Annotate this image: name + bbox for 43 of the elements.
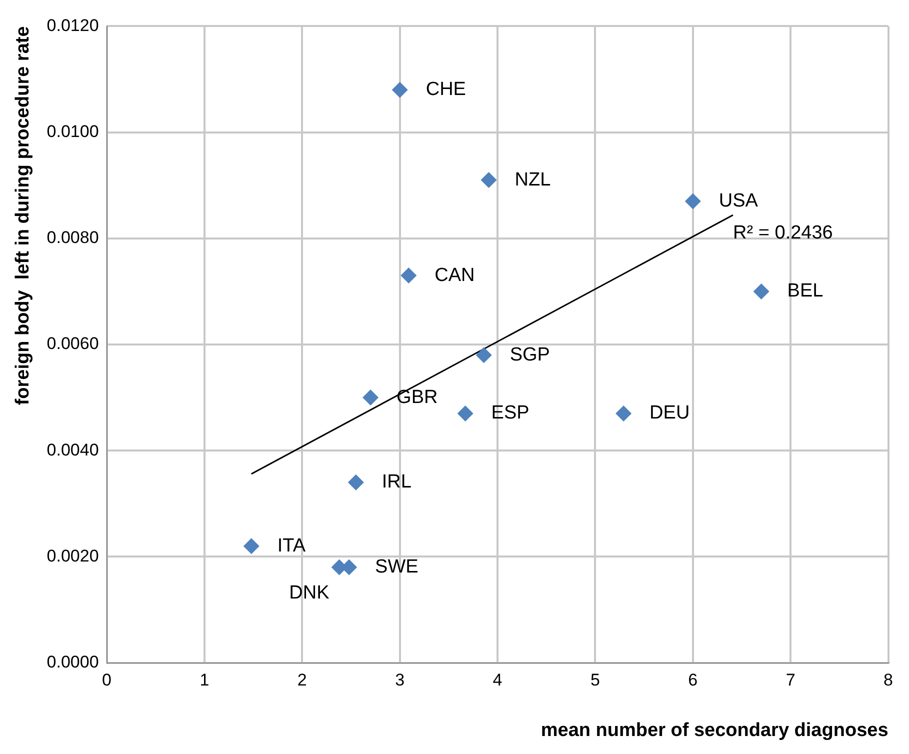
- point: [684, 193, 701, 210]
- annotation: SWE: [375, 556, 418, 578]
- point: [457, 405, 474, 422]
- annotation: GBR: [396, 386, 438, 408]
- annotation: R² = 0.2436: [733, 222, 833, 244]
- annotation: DEU: [650, 402, 690, 424]
- x-tick-label: 0: [102, 670, 112, 690]
- point: [476, 347, 492, 364]
- annotation: ESP: [491, 402, 530, 424]
- annotation: ITA: [277, 535, 306, 556]
- point: [392, 82, 408, 98]
- annotation: BEL: [787, 280, 824, 302]
- point: [480, 172, 497, 188]
- x-tick-label: 8: [884, 670, 894, 690]
- y-axis-title: foreign body left in during procedure rate: [12, 26, 34, 406]
- y-tick-label: 0.0120: [46, 16, 99, 35]
- point: [400, 268, 417, 284]
- y-tick-label: 0.0000: [46, 652, 99, 672]
- annotation: CHE: [426, 79, 466, 100]
- y-tick-label: 0.0020: [46, 546, 99, 566]
- point: [362, 390, 379, 406]
- annotation: NZL: [514, 169, 551, 190]
- point: [243, 538, 260, 554]
- y-tick-label: 0.0060: [46, 334, 99, 354]
- annotation: SGP: [510, 344, 550, 366]
- annotation: USA: [718, 190, 758, 212]
- x-axis-title: mean number of secondary diagnoses: [540, 720, 888, 741]
- annotation: IRL: [382, 472, 412, 493]
- x-tick-label: 2: [297, 670, 307, 690]
- annotation: CAN: [434, 264, 475, 286]
- x-tick-label: 1: [200, 670, 210, 690]
- y-tick-label: 0.0040: [46, 440, 99, 460]
- x-tick-label: 3: [395, 670, 405, 690]
- y-tick-label: 0.0100: [46, 122, 99, 141]
- x-tick-label: 7: [786, 670, 796, 690]
- annotation: DNK: [289, 582, 330, 604]
- point: [753, 283, 770, 300]
- y-tick-label: 0.0080: [46, 228, 99, 248]
- point: [616, 405, 632, 422]
- x-tick-label: 6: [688, 670, 698, 690]
- x-tick-label: 5: [590, 670, 600, 690]
- point: [348, 474, 364, 490]
- x-tick-label: 4: [492, 670, 502, 690]
